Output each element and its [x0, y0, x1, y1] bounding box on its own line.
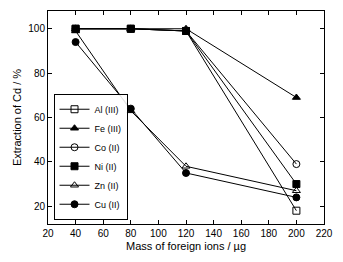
svg-text:180: 180: [260, 228, 277, 239]
svg-text:200: 200: [288, 228, 305, 239]
svg-text:140: 140: [205, 228, 222, 239]
svg-text:60: 60: [34, 112, 46, 123]
svg-text:20: 20: [34, 201, 46, 212]
svg-text:Zn (II): Zn (II): [95, 181, 119, 191]
svg-text:120: 120: [178, 228, 195, 239]
svg-text:80: 80: [125, 228, 137, 239]
svg-text:60: 60: [98, 228, 110, 239]
svg-text:Cu (II): Cu (II): [95, 200, 120, 210]
svg-text:20: 20: [42, 228, 54, 239]
svg-text:100: 100: [28, 23, 45, 34]
svg-text:160: 160: [233, 228, 250, 239]
svg-text:Fe (III): Fe (III): [95, 124, 122, 134]
svg-text:40: 40: [70, 228, 82, 239]
svg-text:220: 220: [316, 228, 333, 239]
svg-text:Mass of foreign ions / µg: Mass of foreign ions / µg: [126, 240, 246, 252]
svg-text:40: 40: [34, 156, 46, 167]
svg-text:80: 80: [34, 68, 46, 79]
svg-text:Extraction of Cd / %: Extraction of Cd / %: [11, 69, 23, 166]
svg-text:Al (III): Al (III): [95, 105, 119, 115]
svg-text:Co (II): Co (II): [95, 143, 120, 153]
svg-text:Ni (II): Ni (II): [95, 162, 117, 172]
svg-text:100: 100: [150, 228, 167, 239]
